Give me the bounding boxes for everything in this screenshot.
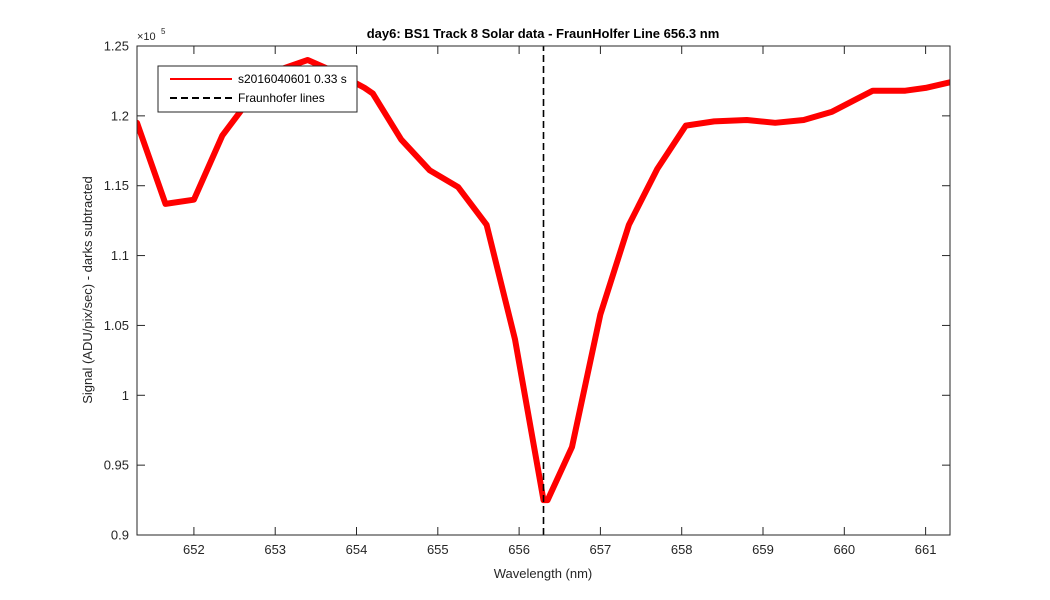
- legend-box: [157, 65, 358, 113]
- x-tick-label: 656: [508, 542, 530, 557]
- x-axis: 652 653 654 655 656 657 658 659 660 661: [183, 46, 936, 557]
- y-exponent-base: ×10: [137, 31, 156, 43]
- x-tick-label: 653: [264, 542, 286, 557]
- y-axis-label: Signal (ADU/pix/sec) - darks subtracted: [80, 176, 95, 404]
- y-exponent-label: ×10 5: [137, 27, 166, 43]
- y-tick-label: 1.2: [111, 108, 129, 123]
- legend-label-series-2: Fraunhofer lines: [238, 91, 325, 105]
- x-tick-label: 660: [833, 542, 855, 557]
- x-tick-label: 659: [752, 542, 774, 557]
- y-tick-label: 1.1: [111, 248, 129, 263]
- chart-title: day6: BS1 Track 8 Solar data - FraunHolf…: [367, 26, 720, 41]
- x-tick-label: 661: [915, 542, 937, 557]
- x-tick-label: 658: [671, 542, 693, 557]
- x-axis-label: Wavelength (nm): [494, 566, 593, 581]
- y-axis: 0.9 0.95 1 1.05 1.1 1.15 1.2 1.25: [104, 39, 950, 543]
- y-tick-label: 0.9: [111, 528, 129, 543]
- x-tick-label: 657: [590, 542, 612, 557]
- plot-area-frame: [136, 45, 951, 536]
- y-tick-label: 1.15: [104, 178, 129, 193]
- y-tick-label: 1: [122, 388, 129, 403]
- x-tick-label: 654: [346, 542, 368, 557]
- x-tick-label: 652: [183, 542, 205, 557]
- legend-label-series-1: s2016040601 0.33 s: [238, 72, 347, 86]
- y-tick-label: 0.95: [104, 458, 129, 473]
- legend: s2016040601 0.33 s Fraunhofer lines: [157, 65, 358, 113]
- y-tick-label: 1.05: [104, 318, 129, 333]
- y-exponent-power: 5: [161, 27, 166, 36]
- x-tick-label: 655: [427, 542, 449, 557]
- y-tick-label: 1.25: [104, 39, 129, 54]
